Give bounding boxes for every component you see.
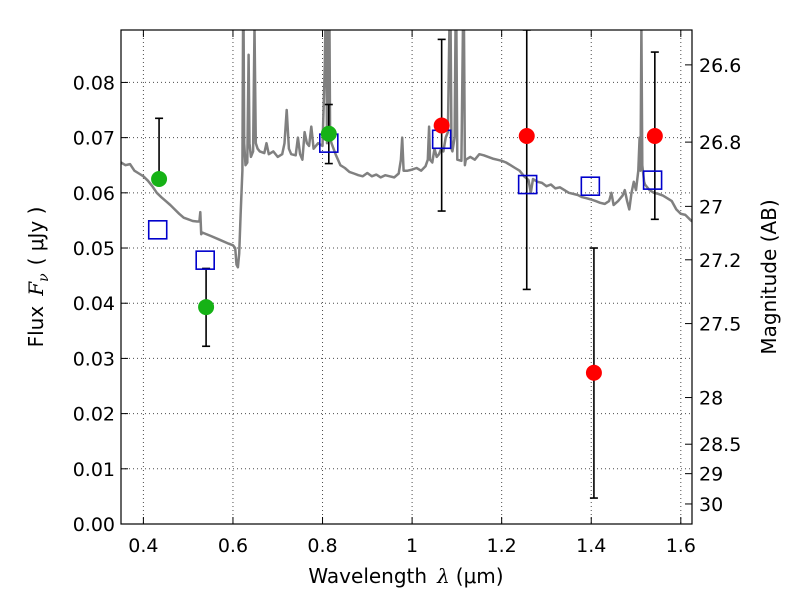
model-point-layer bbox=[147, 129, 663, 270]
nondetection-point bbox=[518, 127, 535, 144]
nondetection-point bbox=[585, 364, 602, 381]
nondetection-point bbox=[433, 117, 450, 134]
y-tick-label: 0.03 bbox=[73, 348, 115, 370]
model-photometry-square bbox=[517, 174, 538, 195]
y-tick-label: 0.07 bbox=[73, 128, 115, 150]
model-photometry-square bbox=[147, 220, 168, 240]
y-axis: 0.00 0.01 0.02 0.03 0.04 0.05 0.06 0.07 0.08 bbox=[73, 72, 128, 536]
y2-tick-label: 28.5 bbox=[699, 434, 741, 456]
model-photometry-square bbox=[580, 176, 601, 197]
measured-point-layer bbox=[151, 117, 663, 381]
x-tick-label: 1.4 bbox=[576, 535, 606, 557]
nondetection-point bbox=[646, 127, 663, 144]
y-tick-label: 0.05 bbox=[73, 238, 115, 260]
y-tick-label: 0.04 bbox=[73, 293, 115, 315]
y2-axis-label: Magnitude (AB) bbox=[757, 199, 781, 354]
y2-tick-label: 28 bbox=[699, 388, 723, 410]
y2-axis: 26.6 26.8 27 27.2 27.5 28 28.5 29 30 bbox=[685, 55, 741, 516]
x-tick-label: 1.6 bbox=[666, 535, 696, 557]
x-tick-label: 1 bbox=[406, 535, 418, 557]
spectrum-layer bbox=[121, 30, 692, 269]
y-tick-label: 0.02 bbox=[73, 404, 115, 426]
y2-tick-label: 27.5 bbox=[699, 314, 741, 336]
x-tick-label: 0.4 bbox=[128, 535, 158, 557]
y2-tick-label: 30 bbox=[699, 494, 723, 516]
y-tick-label: 0.00 bbox=[73, 514, 115, 536]
y-tick-label: 0.01 bbox=[73, 459, 115, 481]
model-photometry-square bbox=[195, 250, 215, 270]
y2-tick-label: 26.8 bbox=[699, 132, 741, 154]
y-tick-label: 0.06 bbox=[73, 183, 115, 205]
y2-tick-label: 27.2 bbox=[699, 250, 741, 272]
y2-tick-label: 27 bbox=[699, 196, 723, 218]
x-axis-label: Wavelength λ (μm) bbox=[308, 564, 503, 588]
errorbar-layer bbox=[155, 30, 659, 499]
x-tick-label: 0.6 bbox=[218, 535, 248, 557]
model-photometry-square bbox=[642, 170, 663, 190]
y-tick-label: 0.08 bbox=[73, 72, 115, 94]
detection-point bbox=[320, 125, 337, 142]
x-tick-label: 1.2 bbox=[487, 535, 517, 557]
y-axis-label: FluxFν( μJy ) bbox=[24, 207, 52, 348]
x-tick-label: 0.8 bbox=[307, 535, 337, 557]
plot-frame bbox=[120, 29, 693, 525]
detection-point bbox=[151, 171, 168, 188]
y2-tick-label: 29 bbox=[699, 464, 723, 486]
model-spectrum-line bbox=[121, 30, 692, 269]
detection-point bbox=[198, 299, 215, 316]
y2-tick-label: 26.6 bbox=[699, 55, 741, 77]
x-axis: 0.4 0.6 0.8 1 1.2 1.4 1.6 bbox=[128, 30, 696, 557]
